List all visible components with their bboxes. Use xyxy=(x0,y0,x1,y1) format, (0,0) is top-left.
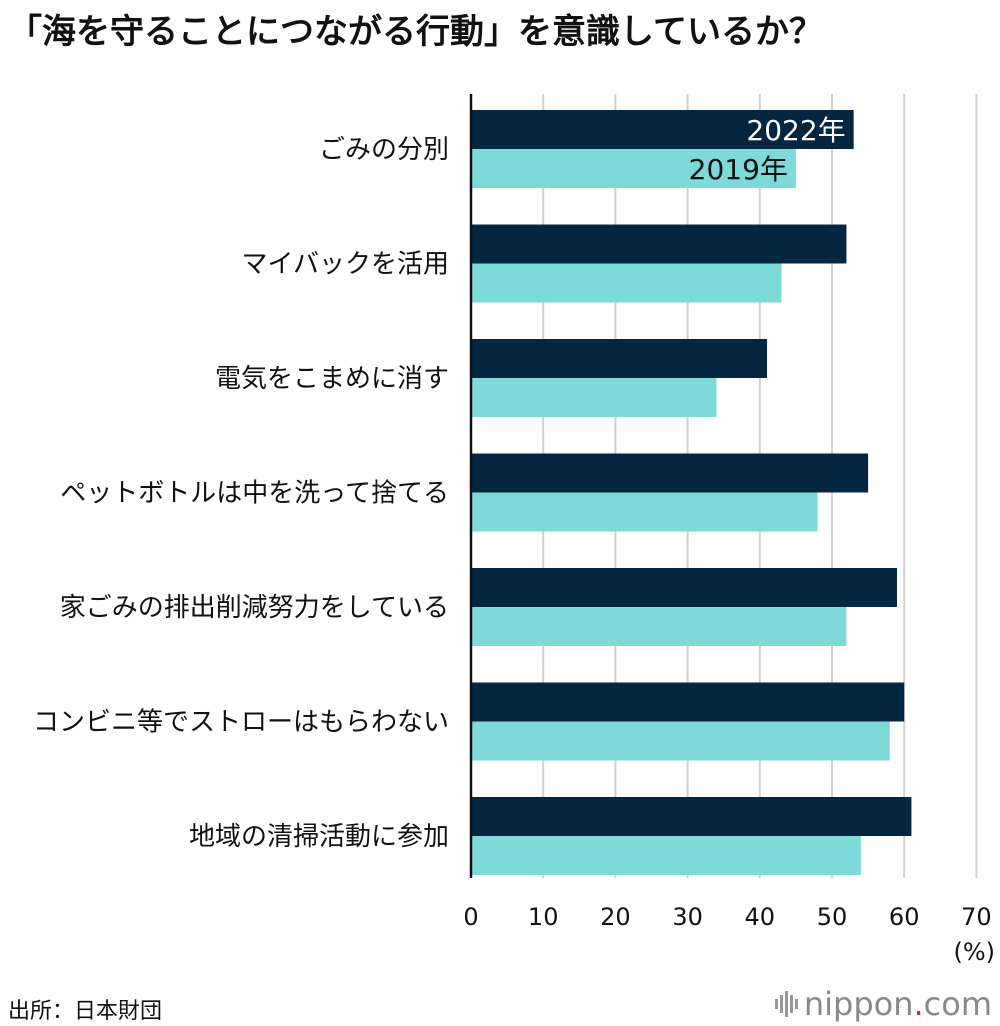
x-tick-label: 60 xyxy=(889,903,920,931)
x-axis-ticks: 0 10 20 30 40 50 60 70 xyxy=(463,903,991,931)
bar-2022 xyxy=(471,797,912,836)
bar-2019 xyxy=(471,149,796,188)
logo-dot: . xyxy=(913,985,924,1023)
bar-2019 xyxy=(471,378,717,417)
category-label: ごみの分別 xyxy=(319,135,449,165)
bar-2022 xyxy=(471,339,768,378)
category-label: 地域の清掃活動に参加 xyxy=(189,822,449,852)
x-tick-label: 0 xyxy=(463,903,478,931)
bar-2019 xyxy=(471,263,782,303)
bars xyxy=(471,110,912,875)
category-label: マイバックを活用 xyxy=(242,250,449,280)
bar-2019 xyxy=(471,607,847,646)
bar-2019 xyxy=(471,492,818,532)
bar-2019 xyxy=(471,836,861,875)
x-tick-label: 10 xyxy=(528,903,559,931)
x-tick-label: 20 xyxy=(600,903,631,931)
category-labels: ごみの分別マイバックを活用電気をこまめに消すペットボトルは中を洗って捨てる家ごみ… xyxy=(33,135,449,852)
x-tick-label: 40 xyxy=(745,903,776,931)
chart-title: 「海を守ることにつながる行動」を意識しているか？ xyxy=(8,12,823,52)
bar-2022 xyxy=(471,682,905,722)
category-label: 電気をこまめに消す xyxy=(215,364,449,394)
x-tick-label: 70 xyxy=(961,903,992,931)
bar-2022 xyxy=(471,224,847,264)
legend-label-2022: 2022年 xyxy=(746,114,845,147)
bar-2019 xyxy=(471,721,890,761)
bar-2022 xyxy=(471,568,897,607)
x-tick-label: 50 xyxy=(817,903,848,931)
x-tick-label: 30 xyxy=(672,903,703,931)
legend-label-2019: 2019年 xyxy=(689,153,788,186)
nippon-logo: nippon. com xyxy=(774,985,992,1023)
x-axis-unit: (%) xyxy=(953,938,995,966)
category-label: ペットボトルは中を洗って捨てる xyxy=(60,479,449,509)
logo-mark-icon xyxy=(774,991,798,1017)
category-label: コンビニ等でストローはもらわない xyxy=(33,708,449,738)
bar-chart: ごみの分別マイバックを活用電気をこまめに消すペットボトルは中を洗って捨てる家ごみ… xyxy=(33,94,995,966)
logo-suffix: com xyxy=(923,985,992,1023)
category-label: 家ごみの排出削減努力をしている xyxy=(60,593,449,623)
bar-2022 xyxy=(471,453,869,493)
logo-brand: nippon xyxy=(803,985,914,1023)
source-note: 出所：日本財団 xyxy=(8,999,163,1024)
bar-2022 xyxy=(471,110,854,149)
